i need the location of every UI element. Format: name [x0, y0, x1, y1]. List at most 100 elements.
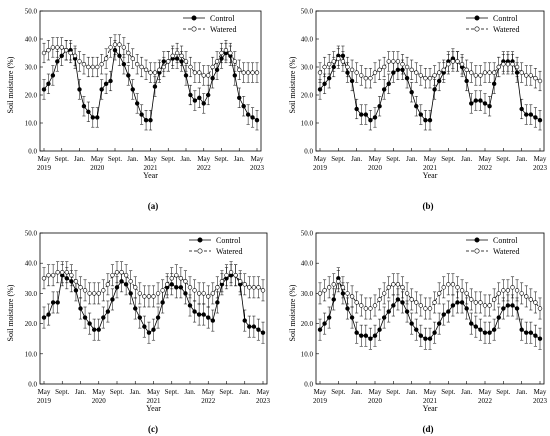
data-point	[164, 282, 170, 287]
x-tick-label: Sept.	[161, 155, 175, 163]
x-tick-label: May	[257, 388, 270, 396]
data-point	[223, 47, 229, 53]
data-point	[201, 312, 206, 317]
x-tick-label: Jan.	[461, 155, 472, 163]
data-point	[143, 67, 149, 73]
data-point	[533, 75, 538, 81]
legend-label: Control	[493, 236, 518, 245]
data-point	[245, 112, 251, 117]
x-tick-year: 2019	[313, 397, 328, 405]
x-tick-label: Jan.	[234, 155, 245, 163]
x-tick-label: Sept.	[214, 155, 228, 163]
y-tick-label: 30.0	[301, 290, 314, 298]
data-point	[95, 64, 100, 70]
data-point	[130, 87, 135, 92]
y-tick-label: 20.0	[301, 320, 314, 328]
data-point	[533, 115, 538, 120]
data-point	[423, 336, 428, 341]
data-point	[533, 333, 538, 338]
data-point	[86, 109, 91, 115]
data-point	[114, 285, 120, 290]
data-point	[247, 324, 252, 329]
data-point	[400, 300, 405, 305]
data-point	[69, 273, 74, 278]
x-tick-label: Sept.	[496, 155, 510, 163]
data-point	[206, 315, 211, 320]
x-tick-label: May	[202, 388, 215, 396]
data-point	[455, 285, 460, 290]
data-point	[160, 288, 165, 293]
x-tick-label: May	[144, 155, 157, 163]
data-point	[537, 117, 543, 123]
data-point	[90, 64, 96, 70]
data-point	[340, 59, 346, 64]
data-point	[487, 330, 492, 335]
data-point	[464, 306, 469, 311]
data-point	[528, 73, 534, 78]
series-watered	[317, 48, 543, 92]
x-tick-label: May	[147, 388, 160, 396]
data-point	[473, 300, 479, 305]
x-tick-label: Sept.	[331, 388, 345, 396]
data-point	[505, 288, 511, 293]
data-point	[432, 73, 437, 78]
data-point	[432, 300, 437, 305]
data-point	[232, 73, 238, 78]
data-point	[528, 297, 534, 302]
y-tick-label: 10.0	[301, 120, 314, 128]
data-point	[501, 306, 506, 311]
data-point	[123, 273, 129, 278]
x-tick-year: 2021	[423, 164, 438, 172]
data-point	[381, 87, 387, 92]
legend-label: Control	[210, 14, 235, 23]
x-tick-label: May	[92, 388, 105, 396]
data-point	[537, 78, 543, 84]
data-point	[81, 61, 87, 67]
y-tick-label: 30.0	[25, 290, 38, 298]
data-point	[101, 315, 106, 320]
data-point	[215, 285, 220, 290]
data-point	[73, 279, 79, 284]
data-point	[256, 285, 261, 290]
data-point	[409, 297, 414, 302]
data-point	[101, 288, 106, 293]
data-point	[50, 73, 56, 78]
data-point	[228, 270, 234, 275]
x-tick-year: 2021	[423, 397, 438, 405]
x-tick-label: Jan.	[180, 155, 191, 163]
legend-marker	[474, 15, 480, 21]
data-point	[64, 270, 70, 275]
data-point	[386, 59, 391, 64]
legend-label: Watered	[493, 247, 519, 256]
data-point	[82, 288, 88, 293]
data-point	[99, 61, 104, 67]
data-point	[427, 75, 433, 81]
data-point	[349, 315, 355, 320]
data-point	[482, 303, 488, 308]
data-point	[501, 61, 506, 67]
y-axis-label: Soil moisture (%)	[6, 284, 15, 341]
x-tick-label: Sept.	[331, 155, 345, 163]
data-point	[242, 282, 247, 287]
series-watered	[317, 270, 543, 320]
data-point	[446, 282, 451, 287]
data-point	[77, 59, 82, 64]
x-tick-year: 2021	[147, 397, 162, 405]
data-point	[68, 50, 73, 56]
data-point	[50, 300, 56, 305]
x-tick-label: Sept.	[165, 388, 179, 396]
data-point	[197, 70, 202, 75]
series-watered	[41, 261, 266, 308]
data-point	[528, 330, 534, 335]
data-point	[95, 115, 100, 120]
x-tick-label: Jan.	[351, 388, 362, 396]
data-point	[103, 56, 109, 61]
data-point	[363, 75, 369, 81]
data-point	[187, 303, 193, 308]
x-tick-year: 2021	[144, 164, 159, 172]
y-tick-label: 50.0	[301, 8, 314, 16]
data-point	[354, 330, 359, 335]
x-tick-label: Jan.	[406, 155, 417, 163]
